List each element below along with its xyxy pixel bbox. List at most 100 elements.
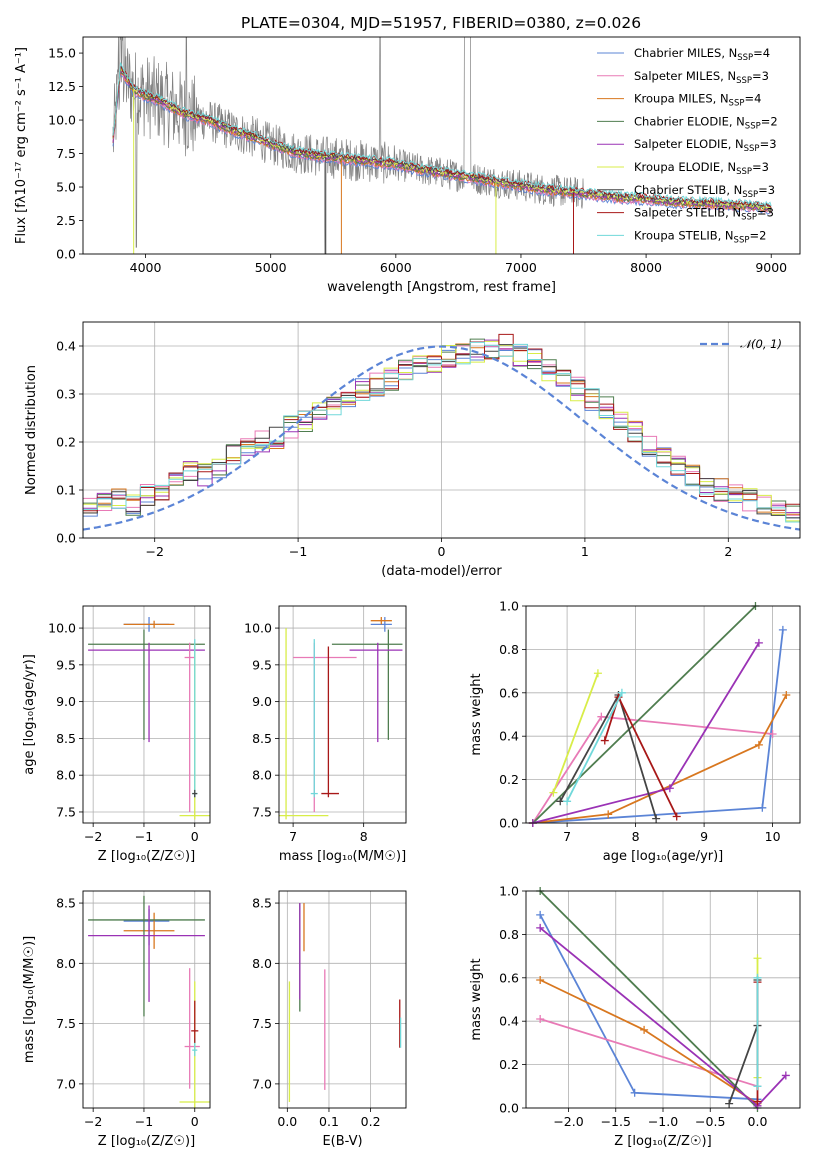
weight-point-marker [753, 1097, 762, 1106]
figure-title: PLATE=0304, MJD=51957, FIBERID=0380, z=0… [241, 14, 641, 32]
weight-point-marker [536, 910, 545, 919]
weight-point-marker [753, 1082, 762, 1091]
weight_vs_age-ytick-label: 0.8 [499, 642, 519, 657]
spectrum-xlabel: wavelength [Angstrom, rest frame] [327, 280, 556, 295]
age_vs_z-axes: −2 −1 0 7.5 8.0 8.5 9.0 9.5 10.0 Z [log₁₀(Z/Z☉)] a… [22, 606, 210, 864]
spectrum-xtick-label: 5000 [255, 260, 287, 275]
residuals-ytick-label: 0.4 [56, 339, 76, 354]
age_vs_mass-axes: 7 8 7.5 8.0 8.5 9.0 9.5 10.0 mass [log₁₀(M/M☉)] [244, 606, 406, 864]
spectrum-ytick-label: 2.5 [56, 213, 76, 228]
legend-label: Chabrier ELODIE, NSSP=2 [634, 114, 778, 131]
residuals-ytick-label: 0.1 [56, 483, 76, 498]
residuals-axes: −2 −1 0 1 2 0.0 0.1 0.2 0.3 0.4 (data-model)/error… [24, 322, 800, 579]
weight_vs_age-xtick-label: 8 [632, 829, 640, 844]
age_vs_z-frame [82, 605, 211, 824]
weight_vs_age-xtick-label: 7 [563, 829, 571, 844]
weight_vs_z-ytick-label: 0.4 [499, 1014, 519, 1029]
weight_vs_z-ylabel: mass weight [469, 958, 484, 1040]
weight-point-marker [593, 669, 602, 678]
weight-series-line [532, 694, 788, 823]
weight_vs_age-frame [525, 605, 801, 824]
weight-series-line [552, 672, 599, 793]
weight_vs_z-frame [525, 890, 801, 1109]
weight-point-marker [597, 712, 606, 721]
weight-point-marker [665, 784, 674, 793]
weight_vs_z-ytick-label: 1.0 [499, 884, 519, 899]
weight_vs_age-ytick-label: 0.0 [499, 816, 519, 831]
weight_vs_age-ytick-label: 0.2 [499, 772, 519, 787]
weight_vs_z-xtick-label: −0.5 [695, 1114, 725, 1129]
spectrum-model-line [112, 62, 772, 207]
age_vs_mass-ytick-label: 8.5 [252, 731, 272, 746]
age_vs_z-xtick-label: −2 [84, 829, 102, 844]
weight-point-marker [781, 1071, 790, 1080]
mass_vs_z-xlabel: Z [log₁₀(Z/Z☉)] [98, 1134, 195, 1149]
spectrum-ytick-label: 0.0 [56, 247, 76, 262]
weight-point-marker [758, 803, 767, 812]
weight_vs_age-xtick-label: 10 [765, 829, 781, 844]
weight-point-marker [768, 730, 777, 739]
weight-point-marker [563, 797, 572, 806]
legend-label: Salpeter STELIB, NSSP=3 [634, 206, 774, 223]
weight_vs_age-ytick-label: 1.0 [499, 599, 519, 614]
age_vs_z-ytick-label: 7.5 [56, 804, 76, 819]
residuals-frame [82, 321, 801, 539]
mass_vs_z-xtick-label: −1 [135, 1114, 153, 1129]
residuals-xtick-label: −1 [289, 544, 307, 559]
weight_vs_age-ytick-label: 0.4 [499, 729, 519, 744]
legend-label: Kroupa MILES, NSSP=4 [634, 92, 761, 109]
residuals-ylabel: Normed distribution [24, 365, 39, 495]
weight-series-line [539, 914, 758, 1101]
mass_vs_ebv-xlabel: E(B-V) [322, 1134, 362, 1149]
mass_vs_ebv-ytick-label: 8.5 [252, 896, 272, 911]
age_vs_mass-ytick-label: 7.5 [252, 804, 272, 819]
mass_vs_z-ytick-label: 8.5 [56, 896, 76, 911]
residuals-xtick-label: 2 [724, 544, 732, 559]
weight_vs_z-axes: −2.0 −1.5 −1.0 −0.5 0.0 0.0 0.2 0.4 0.6 0.8 1.0 Z [… [469, 884, 800, 1149]
spectrum-axes: 4000 5000 6000 7000 8000 9000 0.0 2.5 5.0 7.5 10.0… [14, 37, 787, 295]
weight-point-marker [652, 814, 661, 823]
residuals-xtick-label: 1 [581, 544, 589, 559]
age_vs_z-ytick-label: 8.0 [56, 768, 76, 783]
age_vs_z-ytick-label: 8.5 [56, 731, 76, 746]
spectrum-ylabel: Flux [fλ10⁻¹⁷ erg cm⁻² s⁻¹ A⁻¹] [14, 47, 29, 244]
mass_vs_ebv-axes: 0.0 0.1 0.2 7.0 7.5 8.0 8.5 E(B-V) [252, 891, 406, 1149]
mass_vs_z-ytick-label: 7.5 [56, 1016, 76, 1031]
age_vs_mass-ytick-label: 8.0 [252, 768, 272, 783]
weight_vs_z-ytick-label: 0.2 [499, 1057, 519, 1072]
age_vs_z-xtick-label: −1 [135, 829, 153, 844]
spectrum-ytick-label: 12.5 [48, 79, 76, 94]
residuals-xtick-label: 0 [438, 544, 446, 559]
weight-point-marker [778, 625, 787, 634]
weight_vs_age-axes: 7 8 9 10 0.0 0.2 0.4 0.6 0.8 1.0 age [log₁₀(age/yr… [469, 599, 800, 864]
spectrum-xtick-label: 6000 [380, 260, 412, 275]
mass_vs_z-ylabel: mass [log₁₀(M/M☉)] [22, 936, 37, 1063]
spectrum-legend: Chabrier MILES, NSSP=4 Salpeter MILES, NS… [597, 46, 778, 245]
legend-label: Chabrier STELIB, NSSP=3 [634, 183, 775, 200]
spectrum-xtick-label: 9000 [755, 260, 787, 275]
age_vs_mass-ytick-label: 9.5 [252, 657, 272, 672]
weight_vs_z-ytick-label: 0.6 [499, 970, 519, 985]
weight_vs_z-xlabel: Z [log₁₀(Z/Z☉)] [614, 1134, 711, 1149]
residuals-ytick-label: 0.2 [56, 435, 76, 450]
residuals-ytick-label: 0.0 [56, 531, 76, 546]
legend-label: 𝒩(0, 1) [740, 337, 782, 351]
weight_vs_z-xtick-label: −2.0 [553, 1114, 583, 1129]
spectrum-xtick-label: 7000 [505, 260, 537, 275]
weight-point-marker [640, 1025, 649, 1034]
weight_vs_age-xlabel: age [log₁₀(age/yr)] [603, 849, 724, 864]
weight-point-marker [536, 923, 545, 932]
spectrum-ytick-label: 5.0 [56, 180, 76, 195]
weight_vs_z-ytick-label: 0.0 [499, 1101, 519, 1116]
mass_vs_ebv-ytick-label: 7.5 [252, 1016, 272, 1031]
weight-point-marker [754, 740, 763, 749]
mass_vs_z-ytick-label: 8.0 [56, 956, 76, 971]
gaussian-curve [83, 345, 800, 531]
mass_vs_z-xtick-label: −2 [84, 1114, 102, 1129]
plot-layer: 4000 5000 6000 7000 8000 90000.02.55.07.510.0… [14, 36, 801, 1149]
weight-point-marker [549, 788, 558, 797]
residual-histogram-step [83, 341, 800, 538]
spectrum-ytick-label: 10.0 [48, 113, 76, 128]
spectrum-xtick-label: 4000 [130, 260, 162, 275]
